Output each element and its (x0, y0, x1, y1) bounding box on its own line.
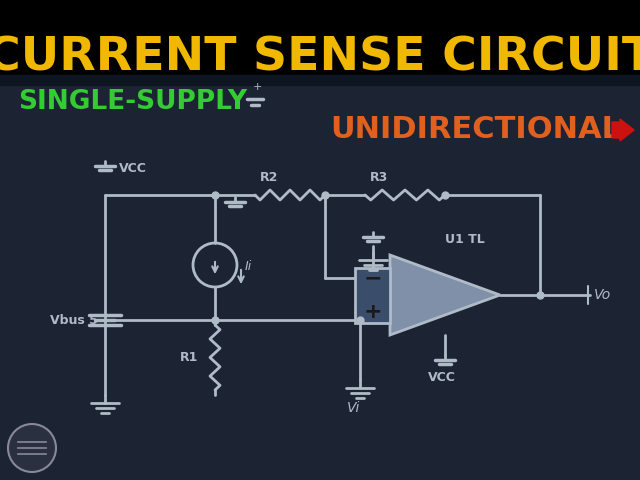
Text: R2: R2 (260, 171, 278, 184)
Text: VCC: VCC (428, 371, 456, 384)
Text: U1 TL: U1 TL (445, 233, 484, 246)
Text: Vi: Vi (348, 401, 361, 415)
Text: Vo: Vo (594, 288, 611, 302)
Text: CURRENT SENSE CIRCUIT: CURRENT SENSE CIRCUIT (0, 36, 640, 81)
Text: Vbus 5: Vbus 5 (50, 313, 98, 326)
Text: Ii: Ii (245, 260, 252, 273)
Text: +: + (252, 82, 262, 92)
Text: R3: R3 (370, 171, 388, 184)
FancyArrow shape (612, 119, 634, 141)
Text: UNIDIRECTIONAL: UNIDIRECTIONAL (330, 116, 621, 144)
Text: +: + (363, 302, 382, 322)
Circle shape (8, 424, 56, 472)
Polygon shape (390, 255, 500, 335)
Text: R1: R1 (180, 351, 198, 364)
Text: −: − (363, 268, 382, 288)
FancyBboxPatch shape (355, 267, 390, 323)
Text: VCC: VCC (119, 163, 147, 176)
Text: SINGLE-SUPPLY: SINGLE-SUPPLY (18, 89, 247, 115)
